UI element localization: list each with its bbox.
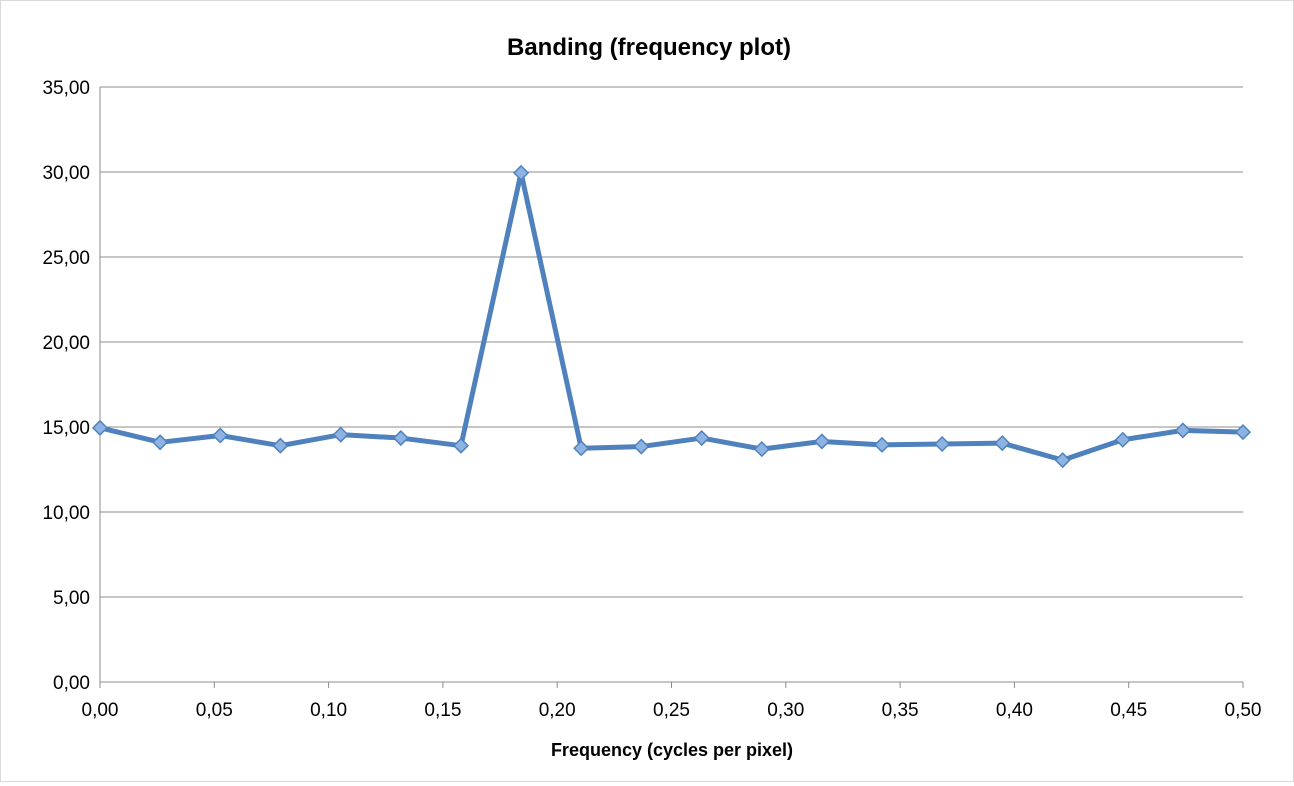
x-tick-label: 0,50 [1225, 700, 1262, 721]
data-point-marker [332, 426, 349, 443]
data-point-marker [272, 437, 289, 454]
x-tick-label: 0,20 [539, 700, 576, 721]
data-point-marker [513, 164, 530, 181]
data-point-marker [91, 419, 109, 436]
data-point-marker [873, 436, 891, 453]
data-point-marker [633, 438, 650, 455]
y-tick-label: 15,00 [42, 418, 90, 439]
data-point-marker [1114, 431, 1131, 448]
data-point-marker [934, 435, 951, 453]
x-tick-label: 0,05 [196, 700, 233, 721]
y-tick-label: 5,00 [53, 588, 90, 609]
x-tick-label: 0,35 [882, 700, 919, 721]
gridlines [100, 86, 1243, 598]
y-tick-label: 30,00 [42, 163, 90, 184]
data-point-marker [212, 427, 229, 444]
axes: 0,00 5,00 10,00 15,00 20,00 25,00 30,00 35,00 0,… [42, 78, 1261, 721]
x-axis-label: Frequency (cycles per pixel) [551, 740, 793, 760]
data-point-marker [452, 437, 470, 454]
series-line [97, 170, 1246, 463]
data-point-marker [1174, 422, 1191, 439]
data-point-marker [753, 441, 770, 458]
x-tick-label: 0,15 [424, 700, 461, 721]
data-point-marker [1234, 424, 1252, 441]
series-layer [91, 164, 1252, 469]
data-point-marker [813, 433, 830, 450]
data-point-marker [392, 429, 409, 447]
data-point-marker [573, 440, 590, 457]
data-point-marker [1054, 452, 1071, 469]
x-tick-label: 0,25 [653, 700, 690, 721]
chart-title: Banding (frequency plot) [507, 34, 791, 61]
y-tick-label: 25,00 [42, 248, 90, 269]
y-tick-label: 0,00 [53, 673, 90, 694]
x-tick-label: 0,30 [767, 700, 804, 721]
x-tick-label: 0,10 [310, 700, 347, 721]
x-tick-label: 0,40 [996, 700, 1033, 721]
x-tick-label: 0,45 [1110, 700, 1147, 721]
y-tick-label: 10,00 [42, 503, 90, 524]
data-point-marker [693, 429, 710, 447]
y-tick-label: 20,00 [42, 333, 90, 354]
x-tick-label: 0,00 [82, 700, 119, 721]
data-point-marker [994, 435, 1011, 452]
y-tick-label: 35,00 [42, 78, 90, 99]
data-point-marker [152, 434, 169, 451]
